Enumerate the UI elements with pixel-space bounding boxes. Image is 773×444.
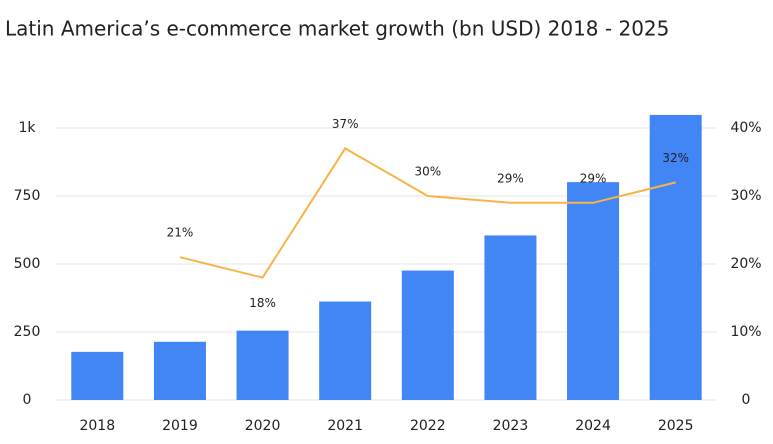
bar xyxy=(71,351,124,400)
x-tick-label: 2019 xyxy=(162,418,198,434)
x-tick-label: 2024 xyxy=(575,418,611,434)
data-label: 32% xyxy=(662,151,689,165)
x-tick-label: 2018 xyxy=(79,418,115,434)
y2-tick-label: 10% xyxy=(730,324,761,340)
y-tick-label: 1k xyxy=(18,120,36,136)
data-label: 30% xyxy=(414,165,441,179)
data-label: 21% xyxy=(167,226,194,240)
y-tick-label: 0 xyxy=(23,392,32,408)
bar xyxy=(649,114,702,400)
x-tick-label: 2022 xyxy=(410,418,446,434)
bar xyxy=(567,182,620,400)
x-tick-label: 2023 xyxy=(493,418,529,434)
x-tick-label: 2021 xyxy=(327,418,363,434)
data-label: 37% xyxy=(332,117,359,131)
bar xyxy=(319,301,372,400)
data-label: 29% xyxy=(497,171,524,185)
bar xyxy=(401,270,454,400)
chart-title: Latin America’s e-commerce market growth… xyxy=(5,17,669,41)
y2-tick-label: 0 xyxy=(742,392,751,408)
y2-tick-label: 40% xyxy=(730,120,761,136)
bar xyxy=(236,330,289,400)
y-tick-label: 750 xyxy=(14,188,41,204)
y-tick-label: 250 xyxy=(14,324,41,340)
x-tick-label: 2020 xyxy=(245,418,281,434)
x-tick-label: 2025 xyxy=(658,418,694,434)
bar xyxy=(484,235,537,400)
data-label: 18% xyxy=(249,296,276,310)
y-tick-label: 500 xyxy=(14,256,41,272)
bar xyxy=(153,341,206,400)
line xyxy=(179,147,676,279)
data-label: 29% xyxy=(580,171,607,185)
y2-tick-label: 20% xyxy=(730,256,761,272)
y2-tick-label: 30% xyxy=(730,188,761,204)
